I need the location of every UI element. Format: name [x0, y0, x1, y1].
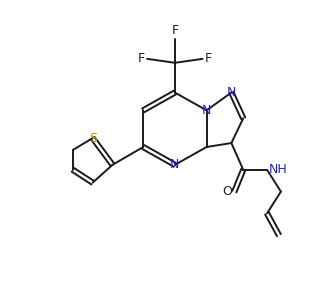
Text: O: O — [222, 185, 232, 198]
Text: S: S — [89, 132, 97, 144]
Text: F: F — [138, 52, 145, 65]
Text: F: F — [205, 52, 212, 65]
Text: F: F — [171, 24, 178, 37]
Text: NH: NH — [269, 163, 288, 176]
Text: N: N — [202, 104, 211, 117]
Text: N: N — [170, 158, 180, 171]
Text: N: N — [227, 86, 236, 99]
